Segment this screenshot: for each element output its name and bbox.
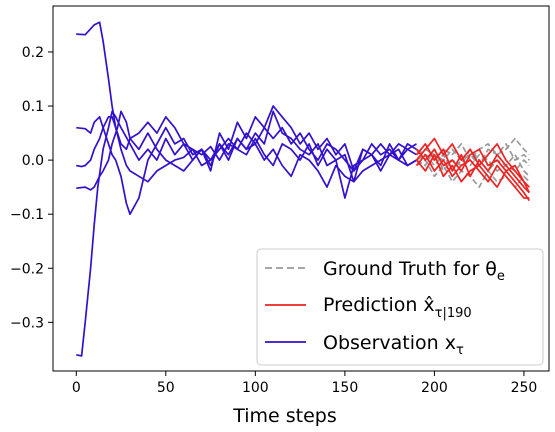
prediction-line bbox=[415, 137, 530, 188]
observation-line bbox=[76, 110, 417, 357]
prediction-line bbox=[415, 153, 530, 199]
x-tick-label: 0 bbox=[72, 380, 81, 396]
y-tick-label: 0.1 bbox=[22, 99, 44, 115]
plot-frame bbox=[52, 5, 550, 372]
x-axis: 0 50 100 150 200 250 bbox=[72, 371, 537, 396]
y-tick-label: −0.1 bbox=[10, 207, 44, 223]
x-tick-label: 150 bbox=[332, 380, 359, 396]
observation-line bbox=[76, 116, 417, 172]
legend-box bbox=[256, 248, 544, 366]
x-tick-label: 200 bbox=[421, 380, 448, 396]
legend-label-ground-truth: Ground Truth for θe bbox=[323, 258, 505, 284]
series-layer bbox=[76, 21, 531, 357]
prediction-line bbox=[415, 148, 531, 193]
y-axis: −0.3 −0.2 −0.1 0.0 0.1 0.2 bbox=[10, 45, 53, 331]
ground-truth-line bbox=[416, 143, 530, 167]
legend: Ground Truth for θe Prediction x̂τ|190 O… bbox=[256, 248, 544, 366]
prediction-line bbox=[415, 153, 531, 202]
y-tick-label: −0.3 bbox=[10, 315, 44, 331]
y-tick-label: 0.0 bbox=[22, 153, 44, 169]
y-tick-label: −0.2 bbox=[10, 261, 44, 277]
legend-label-observation: Observation xτ bbox=[323, 332, 464, 358]
observation-line bbox=[76, 105, 417, 216]
y-tick-label: 0.2 bbox=[22, 45, 44, 61]
observation-line bbox=[76, 110, 417, 191]
x-axis-label: Time steps bbox=[232, 405, 337, 427]
x-tick-label: 250 bbox=[511, 380, 538, 396]
x-tick-label: 50 bbox=[157, 380, 175, 396]
legend-label-prediction: Prediction x̂τ|190 bbox=[323, 294, 472, 321]
x-tick-label: 100 bbox=[242, 380, 269, 396]
